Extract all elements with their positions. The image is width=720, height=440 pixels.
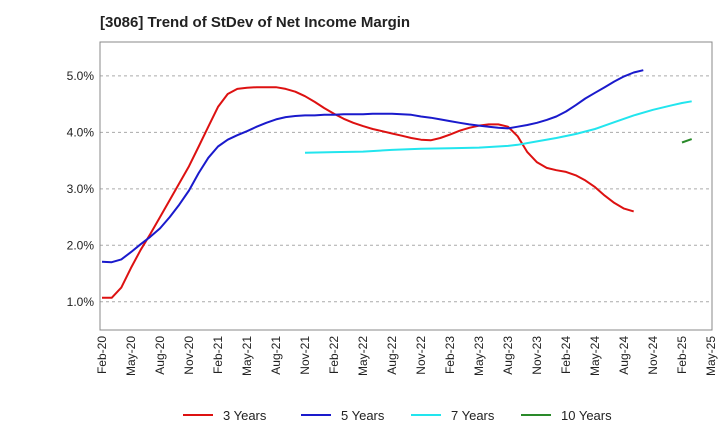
- plot-area-border: [99, 41, 713, 331]
- legend: 3 Years 5 Years 7 Years 10 Years: [183, 408, 612, 423]
- x-tick-label: May-21: [240, 336, 254, 376]
- x-tick-label: Feb-22: [327, 336, 341, 374]
- x-tick-label: Aug-20: [153, 336, 167, 375]
- legend-label: 10 Years: [561, 408, 612, 423]
- grid-layer: [100, 75, 712, 303]
- series-line-3-years: [102, 86, 634, 299]
- x-tick-label: Feb-23: [443, 336, 457, 374]
- x-tick-label: Feb-24: [559, 336, 573, 374]
- x-tick-label: May-24: [588, 336, 602, 376]
- y-tick-label: 4.0%: [67, 125, 95, 139]
- chart-title: [3086] Trend of StDev of Net Income Marg…: [100, 14, 411, 31]
- x-tick-label: Nov-24: [646, 336, 660, 375]
- x-tick-label: May-20: [124, 336, 138, 376]
- y-axis-ticks: 1.0% 2.0% 3.0% 4.0% 5.0%: [67, 69, 95, 309]
- series-line-7-years: [304, 100, 692, 154]
- x-tick-label: Nov-20: [182, 336, 196, 375]
- y-tick-label: 5.0%: [67, 69, 95, 83]
- x-tick-label: Feb-25: [675, 336, 689, 374]
- x-tick-label: Nov-21: [298, 336, 312, 375]
- x-tick-label: Aug-22: [385, 336, 399, 375]
- y-tick-label: 2.0%: [67, 238, 95, 252]
- y-tick-label: 3.0%: [67, 182, 95, 196]
- x-tick-label: May-25: [704, 336, 718, 376]
- x-tick-label: Aug-24: [617, 336, 631, 375]
- x-tick-label: Aug-21: [269, 336, 283, 375]
- x-tick-label: Nov-23: [530, 336, 544, 375]
- x-tick-label: Feb-20: [95, 336, 109, 374]
- series-line-5-years: [101, 69, 644, 264]
- series-layer: [101, 69, 693, 299]
- x-tick-label: Feb-21: [211, 336, 225, 374]
- series-line-10-years: [681, 138, 693, 144]
- x-tick-label: Nov-22: [414, 336, 428, 375]
- legend-label: 7 Years: [451, 408, 495, 423]
- x-axis-ticks: Feb-20 May-20 Aug-20 Nov-20 Feb-21 May-21 Aug-…: [95, 336, 718, 376]
- legend-label: 5 Years: [341, 408, 385, 423]
- y-tick-label: 1.0%: [67, 295, 95, 309]
- x-tick-label: May-22: [356, 336, 370, 376]
- legend-label: 3 Years: [223, 408, 267, 423]
- x-tick-label: May-23: [472, 336, 486, 376]
- x-tick-label: Aug-23: [501, 336, 515, 375]
